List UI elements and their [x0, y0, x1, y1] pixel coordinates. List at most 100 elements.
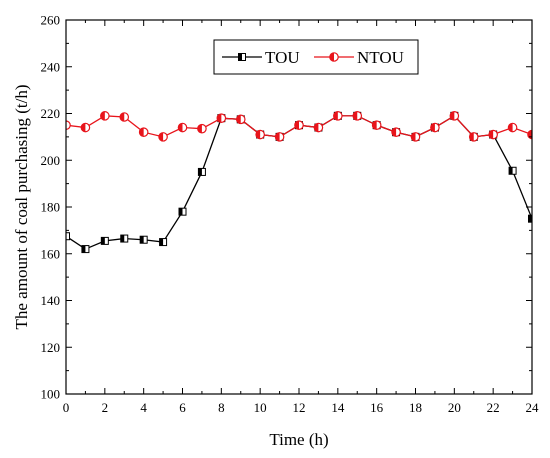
marker-circle-fill	[372, 120, 377, 130]
series-tou	[66, 111, 532, 254]
x-tick-label: 14	[331, 400, 345, 415]
data-point-ntou	[430, 122, 440, 133]
x-tick-label: 8	[218, 400, 225, 415]
data-point-ntou	[294, 120, 304, 130]
marker-circle-fill	[450, 111, 455, 121]
marker-circle-fill	[236, 115, 241, 124]
marker-circle-fill	[81, 123, 86, 132]
marker-square-fill	[528, 215, 532, 223]
x-tick-label: 4	[140, 400, 147, 415]
marker-circle-fill	[469, 132, 474, 142]
marker-square-fill	[101, 237, 105, 245]
x-tick-label: 0	[63, 400, 70, 415]
data-point-ntou	[371, 120, 382, 130]
plot-frame	[65, 19, 533, 395]
data-point-tou	[139, 235, 148, 244]
data-point-tou	[66, 232, 70, 241]
marker-circle-fill	[508, 123, 513, 132]
data-point-ntou	[100, 111, 110, 121]
data-point-ntou	[352, 111, 363, 121]
marker-square-fill	[120, 235, 125, 243]
x-tick-label: 16	[370, 400, 384, 415]
marker-square-fill	[198, 168, 202, 176]
data-point-ntou	[468, 132, 479, 142]
marker-circle-fill	[411, 132, 416, 142]
x-tick-label: 24	[526, 400, 540, 415]
x-tick-label: 6	[179, 400, 186, 415]
y-tick-label: 260	[41, 13, 61, 28]
marker-circle-fill	[217, 113, 222, 123]
data-point-ntou	[507, 122, 518, 133]
data-point-ntou	[138, 127, 149, 137]
y-tick-label: 220	[41, 106, 61, 121]
series-line-tou	[66, 115, 532, 250]
data-point-tou	[81, 245, 90, 254]
marker-circle-fill	[275, 132, 280, 142]
marker-square-fill	[238, 53, 242, 61]
marker-circle-fill	[158, 132, 164, 142]
marker-square-fill	[140, 236, 144, 244]
marker-circle-fill	[391, 128, 397, 137]
data-point-ntou	[158, 132, 168, 142]
data-point-tou	[178, 207, 187, 216]
data-point-tou	[508, 166, 517, 175]
y-tick-label: 180	[41, 200, 61, 215]
x-tick-label: 10	[254, 400, 267, 415]
marker-square-bg	[66, 232, 70, 241]
axes-layer: 0 2 4 6 8 10 12 14 16 18 20 22 241001201401601802002…	[41, 13, 540, 416]
data-point-tou	[528, 214, 532, 223]
data-point-ntou	[488, 129, 498, 140]
data-point-ntou	[449, 111, 460, 121]
data-point-tou	[197, 167, 206, 176]
marker-square-fill	[179, 208, 183, 216]
data-point-ntou	[274, 132, 285, 142]
marker-circle-fill	[178, 123, 183, 132]
x-axis-title: Time (h)	[269, 430, 328, 449]
data-point-tou	[120, 234, 129, 243]
data-point-ntou	[410, 132, 421, 142]
marker-circle-fill	[333, 111, 338, 121]
marker-circle-fill	[120, 112, 125, 122]
series-ntou	[62, 111, 532, 142]
marker-circle-fill	[100, 111, 105, 121]
marker-circle-bg	[66, 120, 71, 130]
y-tick-label: 160	[41, 246, 61, 261]
data-point-ntou	[177, 122, 188, 133]
marker-circle-fill	[197, 124, 202, 133]
data-point-ntou	[255, 129, 265, 140]
marker-circle-fill	[488, 130, 494, 139]
marker-circle-fill	[314, 123, 319, 132]
marker-circle-fill	[353, 111, 358, 121]
data-point-ntou	[333, 111, 343, 121]
marker-square-fill	[159, 238, 164, 246]
x-tick-label: 20	[448, 400, 461, 415]
data-point-ntou	[391, 127, 401, 137]
data-point-tou	[159, 238, 168, 247]
legend-marker	[238, 53, 246, 61]
marker-circle-fill	[255, 130, 261, 139]
y-tick-label: 100	[41, 387, 61, 402]
data-point-ntou	[216, 113, 227, 123]
y-tick-label: 140	[41, 293, 61, 308]
marker-circle-fill	[62, 121, 66, 129]
x-tick-label: 2	[102, 400, 109, 415]
legend: TOU NTOU	[213, 39, 419, 75]
data-point-ntou	[80, 122, 91, 133]
x-tick-label: 12	[293, 400, 306, 415]
x-tick-label: 22	[487, 400, 500, 415]
x-tick-label: 18	[409, 400, 422, 415]
marker-circle-fill	[329, 52, 334, 62]
y-tick-label: 120	[41, 340, 61, 355]
legend-label: TOU	[265, 48, 300, 67]
marker-circle-fill	[294, 120, 299, 130]
marker-square-fill	[509, 167, 513, 175]
data-point-ntou	[119, 112, 130, 122]
data-point-ntou	[62, 120, 71, 130]
y-tick-label: 200	[41, 153, 61, 168]
legend-label: NTOU	[357, 48, 404, 67]
data-point-ntou	[197, 123, 207, 134]
y-tick-label: 240	[41, 59, 61, 74]
y-axis-title: The amount of coal purchasing (t/h)	[12, 84, 31, 329]
